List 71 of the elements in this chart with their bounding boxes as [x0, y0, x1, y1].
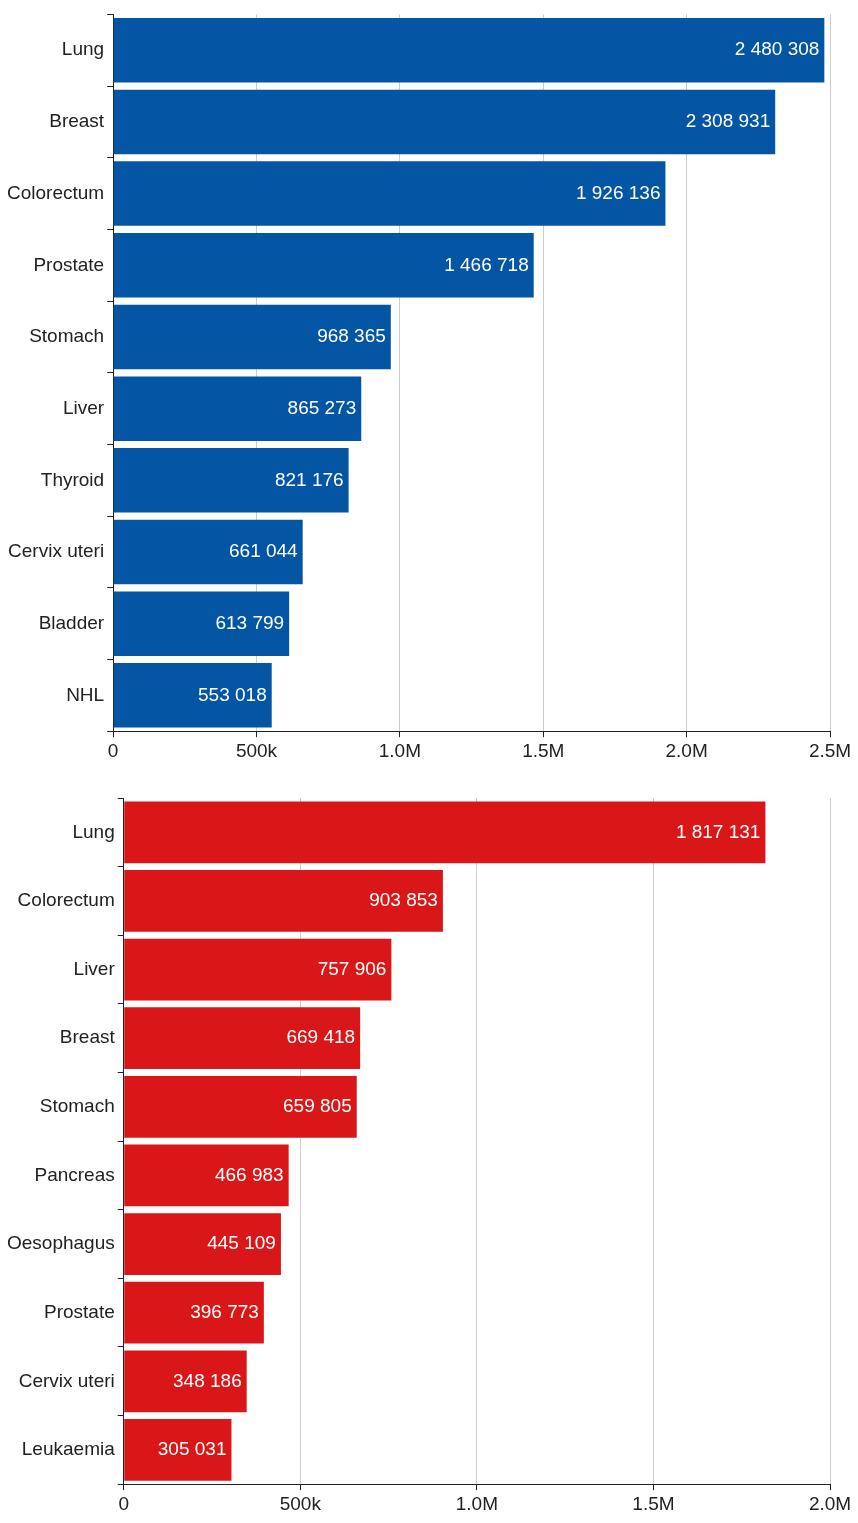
- y-tick-label: Bladder: [38, 611, 105, 633]
- y-tick-label: Pancreas: [34, 1163, 115, 1185]
- bar: [124, 1350, 247, 1413]
- bar: [124, 1419, 232, 1481]
- bar: [124, 1007, 361, 1070]
- data-label: 1 817 131: [675, 820, 761, 842]
- data-label: 348 186: [173, 1369, 242, 1391]
- y-tick-label: Liver: [62, 396, 105, 418]
- y-tick-label: Stomach: [29, 325, 105, 347]
- bar: [113, 591, 290, 656]
- bar: [113, 304, 391, 370]
- data-label: 865 273: [287, 396, 357, 418]
- y-tick-label: Lung: [72, 820, 115, 842]
- bar: [113, 663, 272, 728]
- x-tick-label: 0: [107, 739, 119, 761]
- bar: [124, 1281, 264, 1344]
- data-label: 1 466 718: [444, 253, 529, 275]
- x-tick-label: 500k: [279, 1492, 322, 1514]
- bar: [113, 448, 349, 513]
- y-tick-label: Breast: [59, 1026, 116, 1048]
- y-tick-label: Lung: [61, 38, 105, 60]
- x-tick-label: 2.5M: [808, 739, 852, 761]
- bar: [113, 89, 776, 155]
- bar: [124, 801, 766, 864]
- bar: [113, 376, 362, 441]
- data-label: 445 109: [207, 1232, 276, 1254]
- data-label: 466 983: [214, 1163, 284, 1185]
- bar: [124, 1213, 281, 1275]
- y-tick-label: Colorectum: [17, 889, 115, 911]
- y-tick-label: Prostate: [43, 1300, 115, 1322]
- y-tick-label: Thyroid: [40, 468, 105, 490]
- y-tick-label: Oesophagus: [7, 1232, 115, 1254]
- y-tick-label: Prostate: [33, 253, 105, 275]
- bar: [113, 17, 825, 83]
- data-label: 1 926 136: [575, 181, 661, 203]
- x-tick-label: 1.5M: [522, 739, 565, 761]
- y-tick-label: NHL: [66, 683, 105, 705]
- x-tick-label: 2.0M: [808, 1492, 852, 1514]
- data-label: 396 773: [190, 1300, 259, 1322]
- y-tick-label: Cervix uteri: [8, 540, 105, 562]
- x-tick-label: 0: [118, 1492, 130, 1514]
- bar: [124, 1144, 289, 1207]
- y-tick-label: Liver: [73, 957, 116, 979]
- y-tick-label: Cervix uteri: [18, 1369, 115, 1391]
- bar: [124, 1075, 357, 1138]
- data-label: 661 044: [229, 540, 299, 562]
- data-label: 903 853: [369, 889, 438, 911]
- data-label: 553 018: [198, 683, 267, 705]
- data-label: 2 308 931: [685, 110, 771, 132]
- bar: [113, 161, 666, 226]
- x-tick-label: 1.5M: [632, 1492, 675, 1514]
- bar: [124, 938, 392, 1001]
- x-tick-label: 1.0M: [455, 1492, 498, 1514]
- data-label: 659 805: [283, 1095, 352, 1117]
- y-tick-label: Leukaemia: [21, 1438, 116, 1460]
- data-label: 305 031: [157, 1438, 227, 1460]
- data-label: 821 176: [274, 468, 344, 490]
- y-tick-label: Stomach: [39, 1095, 115, 1117]
- y-tick-label: Colorectum: [6, 181, 105, 203]
- bar: [113, 519, 303, 585]
- bar: [113, 233, 534, 298]
- data-label: 2 480 308: [734, 38, 820, 60]
- data-label: 669 418: [286, 1026, 356, 1048]
- x-tick-label: 2.0M: [665, 739, 708, 761]
- bar: [124, 870, 443, 932]
- x-tick-label: 1.0M: [378, 739, 422, 761]
- data-label: 968 365: [317, 325, 386, 347]
- x-tick-label: 500k: [235, 739, 278, 761]
- data-label: 613 799: [215, 611, 285, 633]
- data-label: 757 906: [317, 957, 387, 979]
- y-tick-label: Breast: [49, 110, 105, 132]
